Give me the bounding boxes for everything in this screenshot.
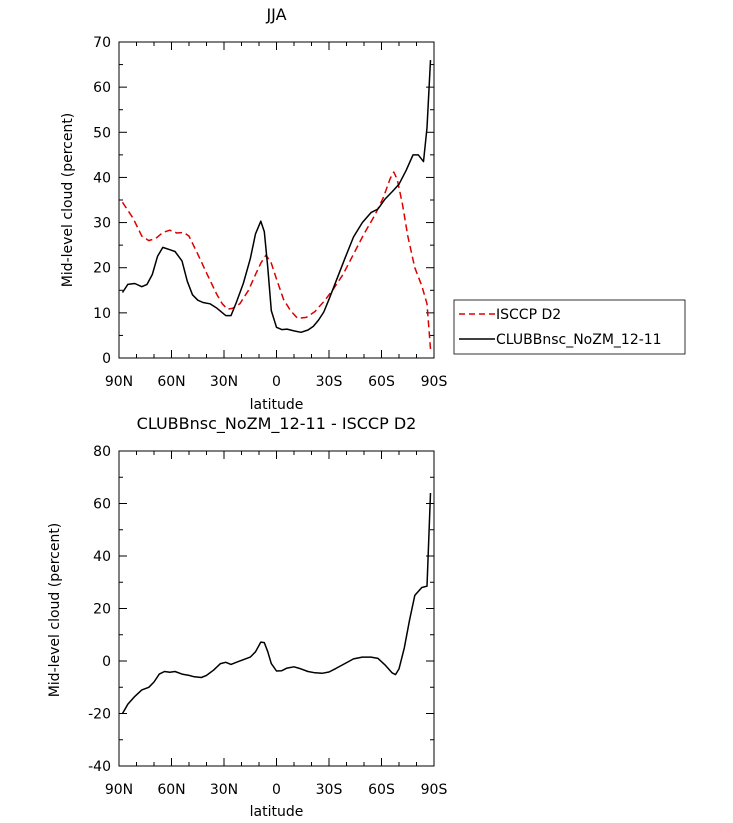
bottom-y-tick-label: 80 xyxy=(93,444,111,460)
bottom-panel-title: CLUBBnsc_NoZM_12-11 - ISCCP D2 xyxy=(137,414,417,434)
top-x-tick-label: 0 xyxy=(272,374,281,390)
top-y-tick-label: 20 xyxy=(93,261,111,277)
bottom-x-tick-label: 90S xyxy=(421,782,448,798)
bottom-x-tick-label: 60S xyxy=(368,782,395,798)
bottom-x-axis-label: latitude xyxy=(250,804,304,820)
legend-label-isccp: ISCCP D2 xyxy=(496,307,561,323)
bottom-y-tick-label: 60 xyxy=(93,497,111,513)
top-x-axis-label: latitude xyxy=(250,397,304,413)
top-y-tick-label: 10 xyxy=(93,306,111,322)
bottom-y-tick-label: 0 xyxy=(102,654,111,670)
bottom-y-tick-label: 40 xyxy=(93,549,111,565)
top-x-tick-label: 60S xyxy=(368,374,395,390)
top-x-tick-label: 60N xyxy=(157,374,185,390)
legend-box xyxy=(453,299,686,355)
top-panel-title: JJA xyxy=(265,5,286,24)
top-x-tick-label: 30N xyxy=(210,374,238,390)
bottom-plot-series xyxy=(121,492,432,714)
bottom-panel: CLUBBnsc_NoZM_12-11 - ISCCP D2 90N 60N 30N… xyxy=(47,414,447,820)
top-x-tick-label: 90S xyxy=(421,374,448,390)
top-panel: JJA 90N 60N 30N 0 30S 60S 90S 0 10 20 30 40 50 60 70 l… xyxy=(60,5,686,413)
bottom-y-tick-label: -20 xyxy=(88,707,111,723)
top-series-line-0 xyxy=(121,171,432,350)
top-series-line-1 xyxy=(121,60,432,334)
top-plot-series xyxy=(121,60,432,350)
top-y-tick-label: 30 xyxy=(93,216,111,232)
top-y-axis-label: Mid-level cloud (percent) xyxy=(60,113,76,288)
top-y-tick-label: 40 xyxy=(93,170,111,186)
bottom-y-tick-label: -40 xyxy=(88,759,111,775)
top-y-tick-label: 50 xyxy=(93,125,111,141)
top-legend: ISCCP D2 CLUBBnsc_NoZM_12-11 xyxy=(453,299,686,355)
bottom-axis-ticks: 90N 60N 30N 0 30S 60S 90S -40 -20 0 20 40 60 80 xyxy=(88,444,447,798)
bottom-x-tick-label: 90N xyxy=(105,782,133,798)
bottom-y-tick-label: 20 xyxy=(93,602,111,618)
top-x-tick-label: 90N xyxy=(105,374,133,390)
top-y-tick-label: 70 xyxy=(93,35,111,51)
top-y-tick-label: 0 xyxy=(102,351,111,367)
bottom-plot-frame xyxy=(118,450,435,767)
legend-label-clubb: CLUBBnsc_NoZM_12-11 xyxy=(496,332,662,348)
top-y-tick-label: 60 xyxy=(93,80,111,96)
bottom-x-tick-label: 60N xyxy=(157,782,185,798)
bottom-x-tick-label: 30S xyxy=(316,782,343,798)
top-axis-ticks: 90N 60N 30N 0 30S 60S 90S 0 10 20 30 40 50 60 70 xyxy=(93,35,447,390)
bottom-x-tick-label: 0 xyxy=(272,782,281,798)
bottom-y-axis-label: Mid-level cloud (percent) xyxy=(47,523,63,698)
bottom-x-tick-label: 30N xyxy=(210,782,238,798)
top-x-tick-label: 30S xyxy=(316,374,343,390)
top-plot-frame xyxy=(118,41,435,359)
bottom-series-line-0 xyxy=(121,492,432,714)
